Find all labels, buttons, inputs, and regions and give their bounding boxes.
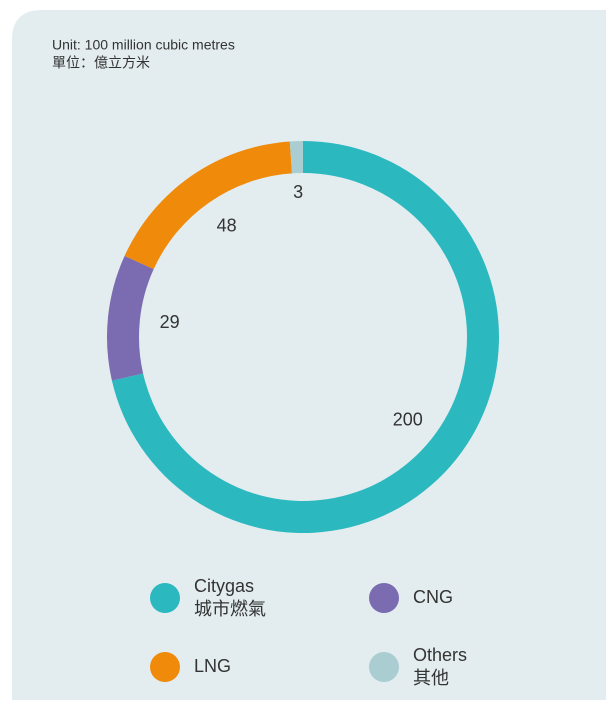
donut-segment [124, 141, 292, 270]
legend-label: Citygas [194, 576, 254, 596]
legend-marker [150, 652, 180, 682]
legend-marker [369, 583, 399, 613]
data-label: 29 [160, 312, 180, 332]
data-label: 48 [217, 216, 237, 236]
legend-marker [369, 652, 399, 682]
subtitle: 單位：億立方米 [52, 55, 150, 71]
legend-label: CNG [413, 587, 453, 607]
legend-label: Others [413, 645, 467, 665]
donut-segment [289, 141, 303, 174]
data-label: 200 [393, 409, 423, 429]
subtitle: Unit: 100 million cubic metres [52, 37, 235, 53]
card [12, 10, 606, 700]
legend-label: 城市燃氣 [194, 599, 266, 619]
legend-marker [150, 583, 180, 613]
legend-label: 其他 [413, 668, 449, 688]
legend-label: LNG [194, 656, 231, 676]
data-label: 3 [293, 182, 303, 202]
donut-segment [107, 255, 154, 381]
